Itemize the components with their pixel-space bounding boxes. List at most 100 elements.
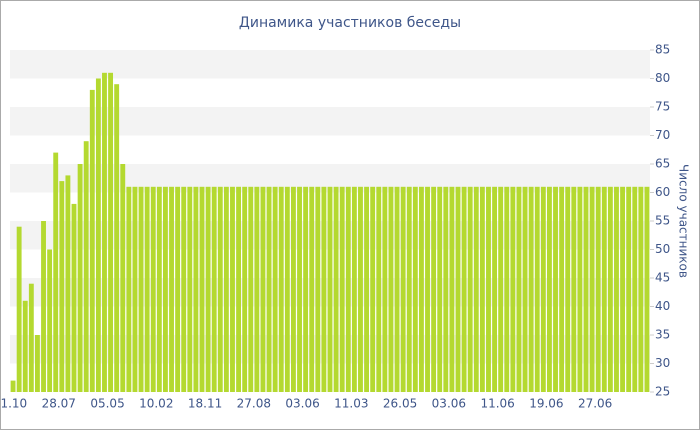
bar	[571, 186, 577, 392]
bar	[638, 186, 644, 392]
bar	[528, 186, 534, 392]
x-tick-label: 26.05	[383, 397, 417, 411]
bar	[217, 186, 223, 392]
y-tick-label: 50	[655, 242, 670, 256]
bar	[181, 186, 187, 392]
bar	[290, 186, 296, 392]
bar	[83, 141, 89, 392]
bar	[583, 186, 589, 392]
bar	[620, 186, 626, 392]
bar	[522, 186, 528, 392]
bar	[540, 186, 546, 392]
bar	[114, 84, 120, 392]
bar	[486, 186, 491, 392]
bar	[461, 186, 467, 392]
y-tick-label: 85	[655, 43, 670, 57]
x-tick-label: 10.02	[139, 397, 173, 411]
bar	[59, 181, 65, 392]
y-tick-label: 60	[655, 185, 670, 199]
bar	[632, 186, 638, 392]
y-tick-label: 35	[655, 328, 670, 342]
bar	[565, 186, 571, 392]
x-tick-label: 21.10	[0, 397, 27, 411]
bar	[455, 186, 461, 392]
bar	[89, 89, 95, 393]
bar	[108, 72, 114, 393]
bar	[193, 186, 199, 392]
bar	[498, 186, 504, 392]
bar	[595, 186, 601, 392]
bar	[339, 186, 345, 392]
bar	[607, 186, 613, 392]
bar	[321, 186, 327, 392]
bar	[443, 186, 449, 392]
y-tick-label: 45	[655, 271, 670, 285]
bar	[144, 186, 150, 392]
bar	[303, 186, 309, 392]
bar	[412, 186, 418, 392]
bar	[199, 186, 205, 392]
bar	[260, 186, 266, 392]
bar	[504, 186, 510, 392]
bar	[418, 186, 424, 392]
bar	[126, 186, 132, 392]
bar	[47, 249, 53, 392]
bar	[16, 226, 22, 392]
bar	[22, 300, 28, 392]
bar	[534, 186, 540, 392]
x-tick-label: 11.03	[334, 397, 368, 411]
bar	[77, 164, 83, 392]
x-tick-label: 27.06	[578, 397, 612, 411]
bar	[150, 186, 156, 392]
x-tick-label: 19.06	[529, 397, 563, 411]
bar	[364, 186, 370, 392]
x-tick-label: 11.06	[480, 397, 514, 411]
bar	[559, 186, 565, 392]
plot: 25 30 35 40 45 50 55 60 65 70 75 80 85 21.10 28.07 05.0…	[0, 43, 670, 411]
bar	[351, 186, 357, 392]
grid-band	[10, 50, 650, 79]
bar	[492, 186, 498, 392]
x-tick-label: 27.08	[237, 397, 271, 411]
bar	[41, 221, 46, 392]
bar	[546, 186, 552, 392]
bar	[102, 72, 107, 393]
bar	[479, 186, 485, 392]
bar	[71, 203, 77, 392]
bar	[187, 186, 193, 392]
bar	[309, 186, 315, 392]
bar	[95, 78, 101, 392]
bar	[278, 186, 284, 392]
bar	[370, 186, 376, 392]
bar	[297, 186, 302, 392]
chart-title: Динамика участников беседы	[239, 15, 461, 31]
y-tick-label: 25	[655, 385, 670, 399]
bar	[65, 175, 71, 392]
x-tick-label: 18.11	[188, 397, 222, 411]
bar	[388, 186, 394, 392]
bar	[132, 186, 138, 392]
bar	[138, 186, 144, 392]
bar	[406, 186, 412, 392]
y-tick-label: 75	[655, 100, 670, 114]
bar	[449, 186, 455, 392]
bar	[120, 164, 126, 392]
bar	[223, 186, 229, 392]
bar	[333, 186, 339, 392]
bar	[394, 186, 400, 392]
bar	[376, 186, 382, 392]
bar	[614, 186, 619, 392]
bar	[425, 186, 430, 392]
bar	[236, 186, 242, 392]
bar	[175, 186, 181, 392]
bar	[254, 186, 260, 392]
bar	[230, 186, 235, 392]
y-tick-label: 55	[655, 214, 670, 228]
bar	[169, 186, 174, 392]
x-tick-label: 28.07	[42, 397, 76, 411]
bar	[266, 186, 272, 392]
bar	[510, 186, 516, 392]
bar	[644, 186, 650, 392]
bar	[272, 186, 278, 392]
bar	[473, 186, 479, 392]
